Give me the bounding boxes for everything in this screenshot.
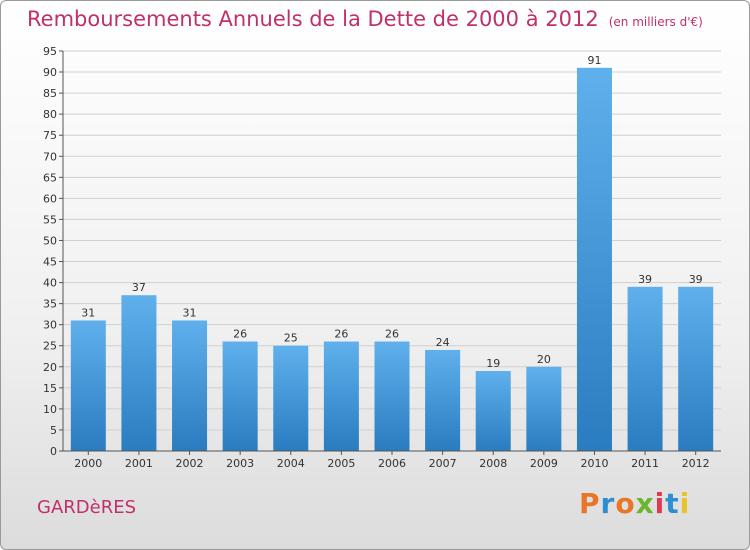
bar <box>526 366 562 451</box>
bar <box>70 320 106 451</box>
logo-letter: x <box>635 487 655 520</box>
y-tick-label: 60 <box>43 192 57 205</box>
logo-letter: t <box>665 487 680 520</box>
data-label: 19 <box>486 357 500 370</box>
logo-letter: r <box>600 487 616 520</box>
x-tick-label: 2010 <box>580 457 608 470</box>
logo-letter: i <box>654 487 666 520</box>
proxiti-logo: Proxiti <box>579 487 690 520</box>
x-tick-label: 2008 <box>479 457 507 470</box>
x-tick-label: 2000 <box>74 457 102 470</box>
bar <box>222 341 258 451</box>
data-label: 39 <box>638 273 652 286</box>
y-tick-label: 90 <box>43 66 57 79</box>
bar <box>627 286 663 451</box>
bar <box>374 341 410 451</box>
x-tick-label: 2005 <box>327 457 355 470</box>
x-tick-label: 2004 <box>277 457 305 470</box>
bar <box>172 320 208 451</box>
y-tick-label: 55 <box>43 213 57 226</box>
y-tick-label: 80 <box>43 108 57 121</box>
y-tick-label: 70 <box>43 150 57 163</box>
data-label: 39 <box>689 273 703 286</box>
data-label: 31 <box>183 306 197 319</box>
y-tick-label: 95 <box>43 45 57 58</box>
chart-title-text: Remboursements Annuels de la Dette de 20… <box>27 7 599 31</box>
data-label: 26 <box>233 328 247 341</box>
data-label: 37 <box>132 281 146 294</box>
y-tick-label: 85 <box>43 87 57 100</box>
bar <box>121 295 157 451</box>
y-tick-label: 40 <box>43 277 57 290</box>
x-tick-label: 2003 <box>226 457 254 470</box>
data-label: 25 <box>284 332 298 345</box>
x-tick-label: 2009 <box>530 457 558 470</box>
x-tick-label: 2011 <box>631 457 659 470</box>
bar <box>576 67 612 451</box>
y-tick-label: 10 <box>43 403 57 416</box>
logo-letter: o <box>615 487 636 520</box>
chart-title: Remboursements Annuels de la Dette de 20… <box>27 7 703 31</box>
x-tick-label: 2002 <box>176 457 204 470</box>
x-tick-label: 2001 <box>125 457 153 470</box>
chart-unit: (en milliers d'€) <box>608 15 703 29</box>
bar <box>273 345 309 451</box>
y-tick-label: 25 <box>43 340 57 353</box>
y-tick-label: 50 <box>43 234 57 247</box>
town-name: GARDèRES <box>37 497 137 518</box>
y-tick-label: 15 <box>43 382 57 395</box>
y-tick-label: 75 <box>43 129 57 142</box>
data-label: 31 <box>81 306 95 319</box>
x-tick-label: 2006 <box>378 457 406 470</box>
logo-letter: i <box>679 487 691 520</box>
bar <box>425 349 461 451</box>
y-tick-label: 0 <box>50 445 57 458</box>
bar <box>323 341 359 451</box>
data-label: 26 <box>334 328 348 341</box>
y-tick-label: 20 <box>43 361 57 374</box>
y-tick-label: 30 <box>43 319 57 332</box>
y-tick-label: 65 <box>43 171 57 184</box>
y-tick-label: 45 <box>43 256 57 269</box>
data-label: 24 <box>436 336 450 349</box>
data-label: 20 <box>537 353 551 366</box>
x-tick-label: 2007 <box>429 457 457 470</box>
data-label: 26 <box>385 328 399 341</box>
x-tick-label: 2012 <box>682 457 710 470</box>
data-label: 91 <box>587 54 601 67</box>
logo-letter: P <box>579 487 601 520</box>
bar <box>678 286 714 451</box>
y-tick-label: 35 <box>43 298 57 311</box>
bar <box>475 371 511 451</box>
y-tick-label: 5 <box>50 424 57 437</box>
